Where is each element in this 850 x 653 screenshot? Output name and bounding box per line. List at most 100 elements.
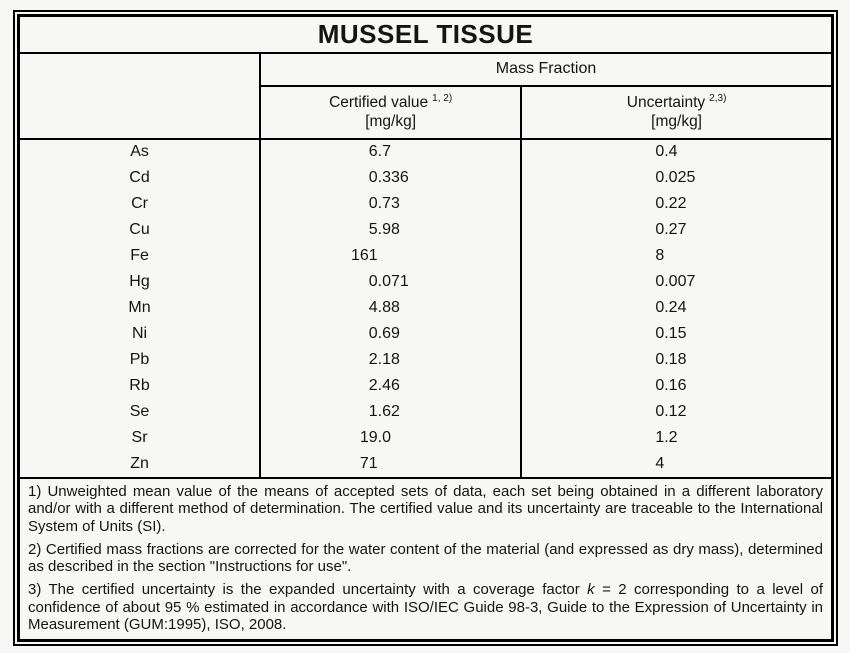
- certified-value-number: 0.071: [368, 272, 409, 290]
- element-symbol: Zn: [130, 454, 149, 472]
- certified-value-cell: 4.88: [259, 294, 522, 321]
- uncertainty-number: 8: [655, 246, 665, 264]
- element-symbol: Cd: [129, 168, 150, 186]
- element-symbol: Se: [129, 402, 150, 420]
- uncertainty-number: 0.007: [655, 272, 696, 290]
- certified-value-label: Certified value: [329, 94, 429, 112]
- table-row: Sr 19.0 1.2: [20, 424, 831, 451]
- uncertainty-number: 0.27: [655, 220, 687, 238]
- uncertainty-cell: 0.4: [520, 138, 831, 165]
- element-symbol: Mn: [128, 298, 151, 316]
- footnote-3: 3) The certified uncertainty is the expa…: [28, 581, 823, 634]
- uncertainty-number: 0.12: [655, 402, 687, 420]
- uncertainty-footnote-refs: 2,3): [709, 92, 727, 104]
- element-symbol: Cu: [129, 220, 150, 238]
- element-symbol: Ni: [131, 324, 148, 342]
- certified-value-cell: 19.0: [259, 424, 522, 451]
- table-row: Cu 5.98 0.27: [20, 216, 831, 243]
- certified-value-cell: 1.62: [259, 398, 522, 425]
- certified-value-cell: 5.98: [259, 216, 522, 243]
- uncertainty-cell: 0.22: [520, 190, 831, 217]
- certified-value-number: 161: [350, 246, 378, 264]
- uncertainty-number: 0.025: [655, 168, 696, 186]
- certified-value-number: 2.46: [368, 376, 400, 394]
- uncertainty-number: 0.24: [655, 298, 687, 316]
- uncertainty-cell: 0.18: [520, 346, 831, 373]
- certified-value-number: 2.18: [368, 350, 400, 368]
- table-row: Rb 2.46 0.16: [20, 372, 831, 399]
- certified-value-cell: 161: [259, 242, 522, 269]
- uncertainty-cell: 0.025: [520, 164, 831, 191]
- certified-value-number: 4.88: [368, 298, 400, 316]
- certified-value-cell: 0.69: [259, 320, 522, 347]
- uncertainty-cell: 0.15: [520, 320, 831, 347]
- certified-value-number: 71: [359, 454, 378, 472]
- table-row: Cr 0.73 0.22: [20, 190, 831, 217]
- uncertainty-cell: 1.2: [520, 424, 831, 451]
- certified-value-cell: 71: [259, 450, 522, 477]
- footnote-3-text-before: 3) The certified uncertainty is the expa…: [28, 580, 588, 598]
- table-row: As 6.7 0.4: [20, 138, 831, 165]
- group-header-row: Mass Fraction: [20, 53, 831, 140]
- certified-value-label-line: Certified value 1, 2): [261, 93, 520, 112]
- table-row: Ni 0.69 0.15: [20, 320, 831, 347]
- element-symbol: Sr: [131, 428, 148, 446]
- table-row: Cd 0.336 0.025: [20, 164, 831, 191]
- certified-value-cell: 2.18: [259, 346, 522, 373]
- certified-value-cell: 0.73: [259, 190, 522, 217]
- certified-value-cell: 0.336: [259, 164, 522, 191]
- footnotes-section: 1) Unweighted mean value of the means of…: [20, 476, 831, 640]
- certified-value-unit: [mg/kg]: [365, 113, 417, 131]
- uncertainty-number: 0.15: [655, 324, 687, 342]
- column-header-uncertainty: Uncertainty 2,3) [mg/kg]: [520, 85, 831, 140]
- uncertainty-cell: 0.007: [520, 268, 831, 295]
- uncertainty-cell: 0.12: [520, 398, 831, 425]
- element-symbol: Rb: [129, 376, 150, 394]
- mass-fraction-table: Mass Fraction Certified value 1, 2) [mg/k…: [20, 53, 831, 477]
- uncertainty-cell: 4: [520, 450, 831, 477]
- certified-value-number: 5.98: [368, 220, 400, 238]
- footnote-2: 2) Certified mass fractions are correcte…: [28, 540, 823, 576]
- uncertainty-cell: 0.16: [520, 372, 831, 399]
- title-block: MUSSEL TISSUE: [20, 17, 831, 54]
- certified-value-cell: 2.46: [259, 372, 522, 399]
- uncertainty-cell: 0.27: [520, 216, 831, 243]
- footnote-3-text-after: = 2 corresponding to a level of confiden…: [28, 580, 824, 634]
- uncertainty-label-line: Uncertainty 2,3): [522, 93, 831, 112]
- uncertainty-number: 0.18: [655, 350, 687, 368]
- uncertainty-number: 0.22: [655, 194, 687, 212]
- certified-value-number: 0.336: [368, 168, 409, 186]
- certified-value-cell: 6.7: [259, 138, 522, 165]
- table-body: As 6.7 0.4 Cd 0.336 0.025 Cr 0.73 0.22 C…: [20, 138, 831, 477]
- table-outer-frame: MUSSEL TISSUE Mass Fraction Certified va: [13, 10, 838, 646]
- uncertainty-number: 1.2: [655, 428, 678, 446]
- element-symbol: Cr: [131, 194, 148, 212]
- certified-value-number: 1.62: [368, 402, 400, 420]
- certified-value-number: 0.69: [368, 324, 400, 342]
- certified-value-number: 0.73: [368, 194, 400, 212]
- page-title: MUSSEL TISSUE: [317, 18, 534, 49]
- element-symbol: Hg: [129, 272, 150, 290]
- element-symbol: As: [130, 143, 149, 160]
- element-symbol: Pb: [129, 350, 150, 368]
- table-row: Pb 2.18 0.18: [20, 346, 831, 373]
- table-inner-frame: MUSSEL TISSUE Mass Fraction Certified va: [17, 14, 834, 642]
- certified-value-number: 6.7: [368, 143, 391, 160]
- uncertainty-unit: [mg/kg]: [651, 113, 702, 131]
- uncertainty-number: 0.16: [655, 376, 687, 394]
- table-row: Se 1.62 0.12: [20, 398, 831, 425]
- footnote-3-coverage-factor-k: k: [587, 580, 595, 598]
- footnote-1: 1) Unweighted mean value of the means of…: [28, 482, 823, 535]
- uncertainty-cell: 0.24: [520, 294, 831, 321]
- uncertainty-cell: 8: [520, 242, 831, 269]
- uncertainty-number: 4: [655, 454, 665, 472]
- element-column-header: [20, 53, 262, 140]
- table-row: Fe 161 8: [20, 242, 831, 269]
- group-header-mass-fraction: Mass Fraction: [260, 53, 831, 87]
- table-row: Hg 0.071 0.007: [20, 268, 831, 295]
- uncertainty-label: Uncertainty: [626, 94, 706, 112]
- table-row: Zn 71 4: [20, 450, 831, 477]
- subheader-row: Certified value 1, 2) [mg/kg] Uncertainty…: [20, 85, 831, 140]
- column-header-certified-value: Certified value 1, 2) [mg/kg]: [260, 85, 522, 140]
